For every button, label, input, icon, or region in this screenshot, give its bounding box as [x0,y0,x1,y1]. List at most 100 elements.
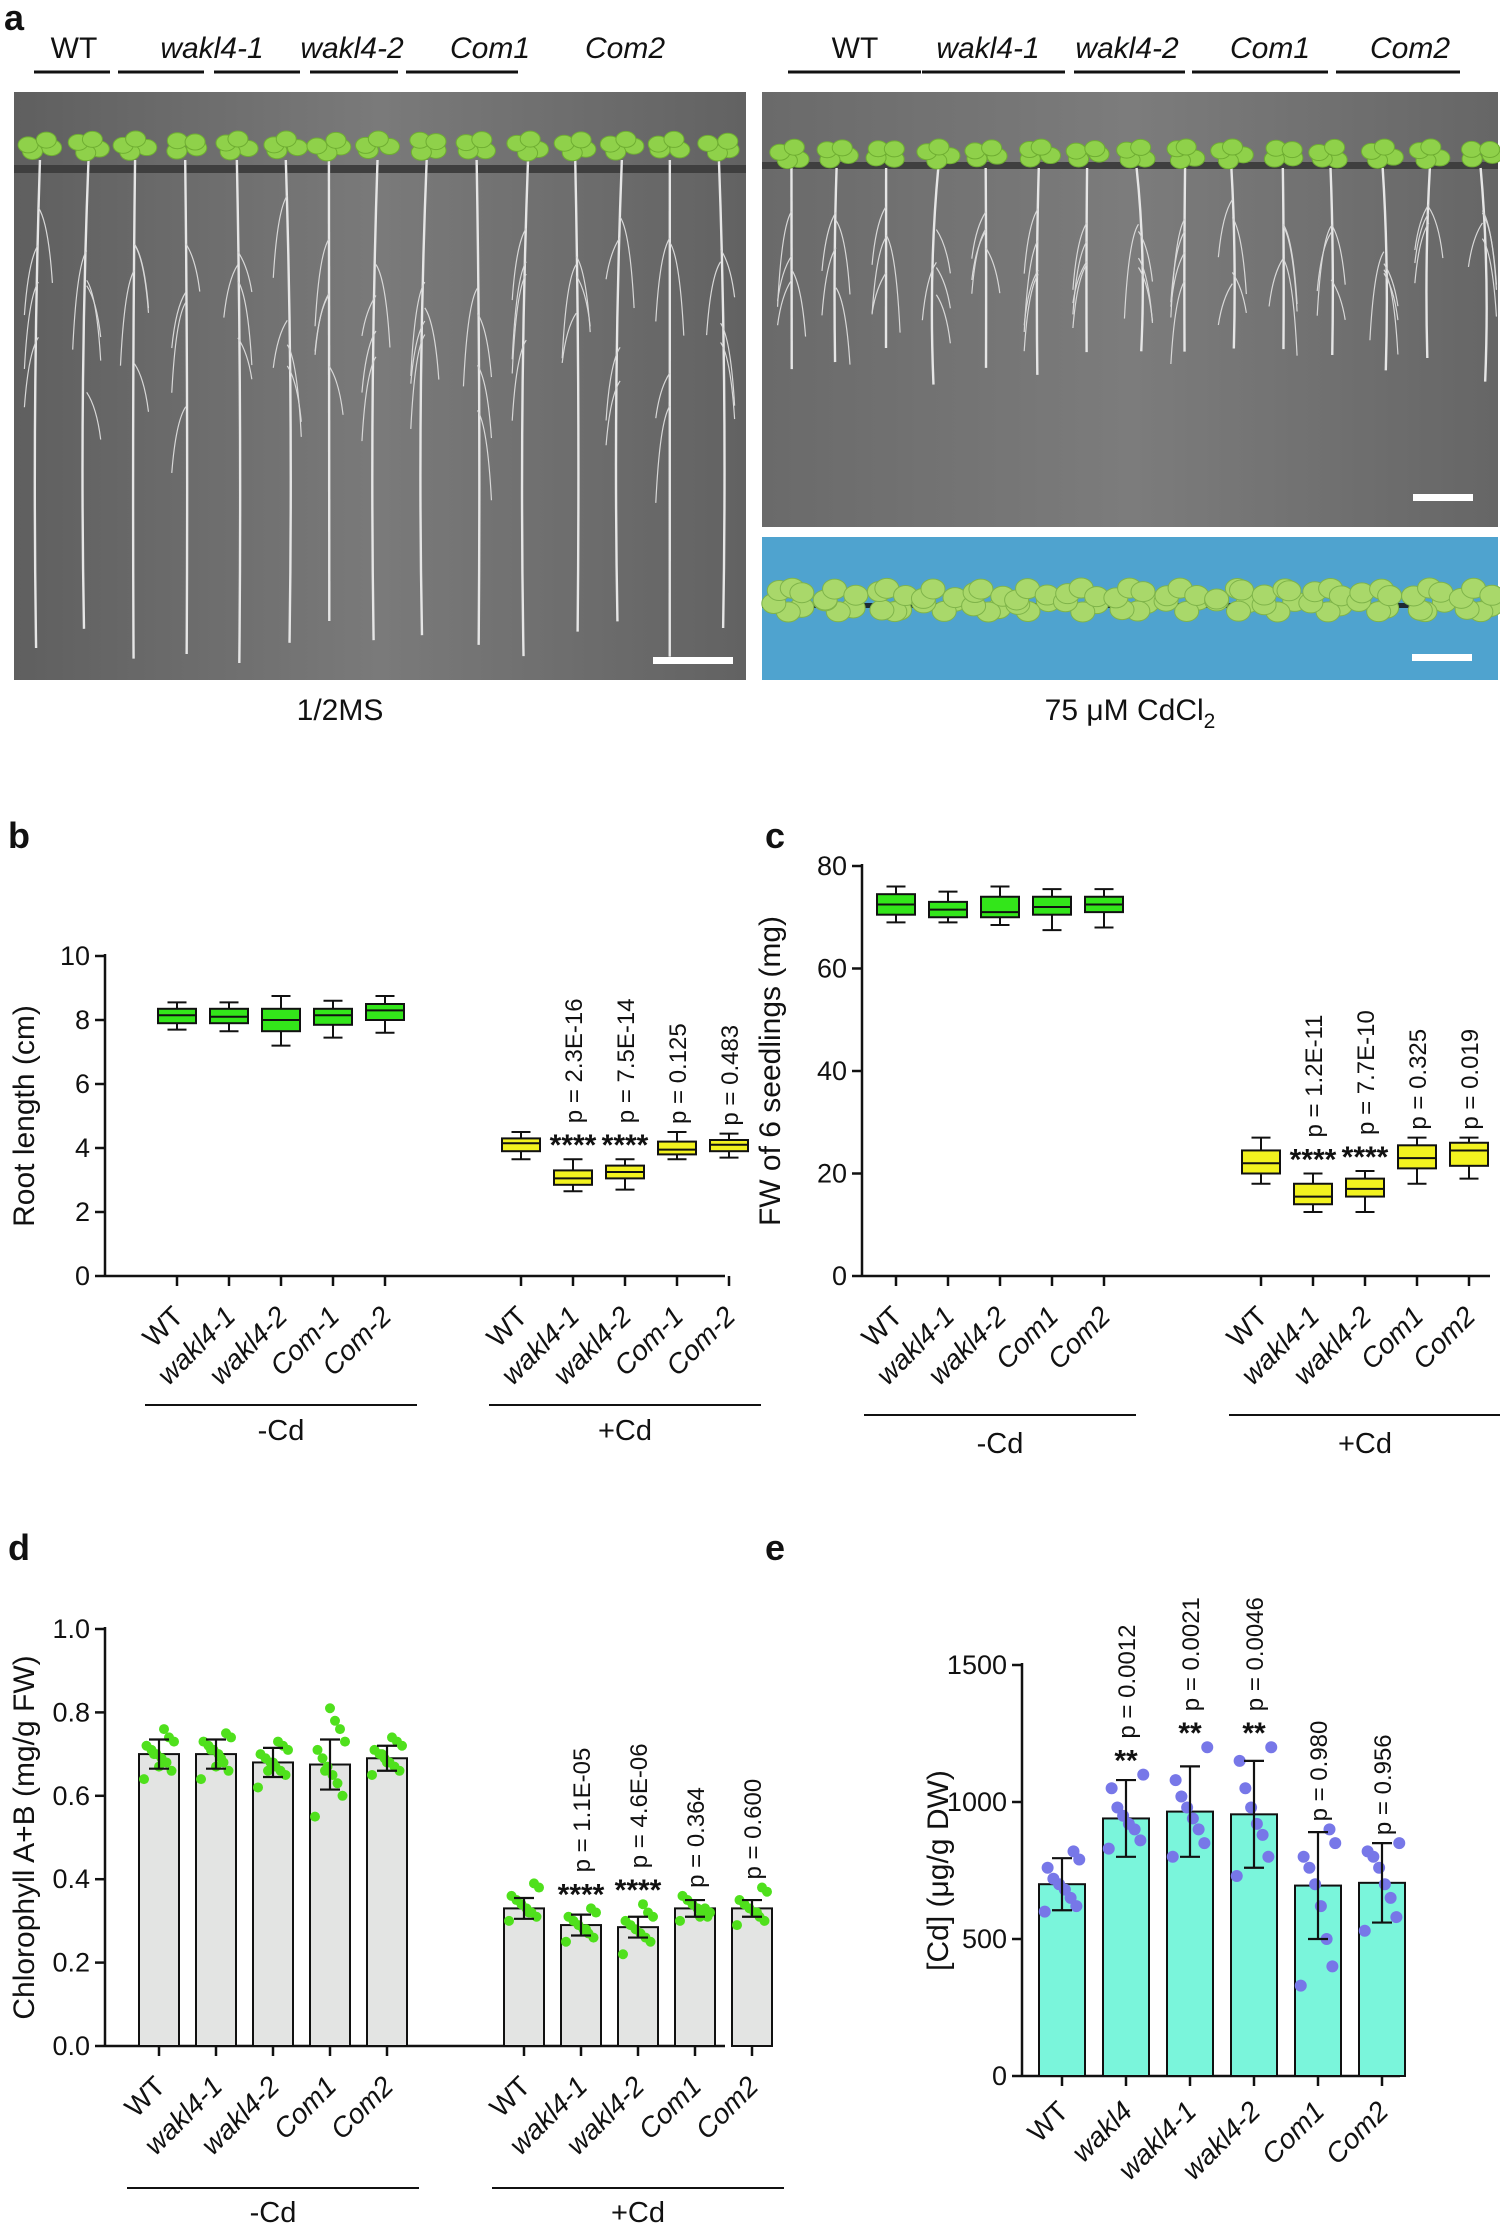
lateral-root [133,363,150,412]
root [833,167,838,363]
lateral-root [835,219,851,295]
significance-stars: **** [558,1878,605,1911]
genotype-label: Com2 [585,32,665,65]
leaf [1366,601,1392,623]
lateral-root [86,392,102,440]
lateral-root [511,228,527,301]
data-point [320,1765,330,1776]
data-point [1393,1837,1406,1850]
data-point [618,1949,628,1960]
lateral-root [561,312,577,364]
data-point [221,1728,231,1739]
p-value-label: p = 0.0046 [1242,1597,1269,1711]
bar [252,1761,294,2047]
lateral-root [1383,263,1399,307]
leaf [831,139,853,157]
group-label: +Cd [598,1415,652,1447]
lateral-root [237,337,253,380]
y-tick-label: 80 [817,851,847,881]
p-value-label: p = 7.5E-14 [613,998,640,1123]
lateral-root [286,344,302,437]
box [1032,895,1072,916]
lateral-root [706,261,722,336]
data-point [1105,1782,1118,1795]
lateral-root [1383,272,1399,321]
root [1479,167,1488,382]
root [419,159,428,636]
lateral-root [171,302,187,393]
data-point [387,1732,397,1743]
data-point [1201,1741,1214,1754]
leaf [275,130,297,148]
leaf [1030,138,1052,156]
lateral-root [476,410,493,501]
data-point [1111,1801,1124,1814]
data-point [1373,1861,1386,1874]
genotype-label: wakl4-2 [1075,32,1179,65]
lateral-root [1330,279,1346,320]
y-tick-label: 20 [817,1159,847,1189]
data-point [1038,1905,1051,1918]
lateral-root [361,295,377,337]
p-value-label: p = 0.325 [1405,1029,1432,1130]
lateral-root [72,250,88,350]
data-point [1166,1850,1179,1863]
leaf [1204,588,1230,610]
lateral-root [720,249,736,298]
category-label: Com2 [324,2070,399,2145]
data-point [141,1740,152,1751]
lateral-root [410,281,426,377]
lateral-root [23,337,39,408]
lateral-root [1467,222,1483,268]
lateral-root [561,264,577,359]
box [1397,1144,1437,1170]
data-point [1297,1850,1310,1863]
data-point [506,1890,517,1901]
group-label: -Cd [977,1428,1024,1460]
category-label: Com1 [1255,2095,1330,2170]
leaf [968,578,994,600]
lateral-root [935,294,951,344]
data-point [325,1703,335,1714]
p-value-label: p = 0.956 [1370,1734,1397,1835]
y-tick-label: 6 [75,1069,90,1099]
control-caption: 1/2MS [297,694,384,727]
lateral-root [1072,241,1088,315]
data-point [263,1765,273,1776]
leaf [570,131,592,149]
y-tick-label: 10 [60,941,90,971]
bar [309,1763,351,2048]
box [657,1140,697,1156]
lateral-root [1023,273,1039,352]
y-tick-label: 4 [75,1133,90,1163]
lateral-root [871,236,887,315]
genotype-label: wakl4-1 [160,32,263,65]
y-tick-label: 500 [962,1924,1007,1954]
data-point [1169,1774,1182,1787]
leaf [325,131,347,149]
genotype-label: Com2 [1370,32,1450,65]
root [131,159,137,659]
category-label: Com2 [1319,2095,1394,2170]
data-point [643,1907,653,1918]
y-tick-label: 1000 [947,1787,1007,1817]
data-point [1294,1979,1307,1992]
root [475,159,481,645]
lateral-root [605,380,621,446]
lateral-root [1170,280,1186,365]
data-point [1102,1842,1115,1855]
y-tick-label: 60 [817,954,847,984]
y-axis-label: FW of 6 seedlings (mg) [754,916,787,1226]
lateral-root [605,237,621,280]
p-value-label: p = 0.019 [1457,1029,1484,1130]
lateral-root [776,279,793,326]
data-point [1329,1837,1342,1850]
data-point [253,1782,263,1793]
cd-caption: 75 μM CdCl2 [1045,694,1216,733]
leaf [663,130,685,148]
lateral-root [1282,225,1298,312]
lateral-root [1231,217,1247,295]
lateral-root [971,228,987,294]
lateral-root [1369,251,1385,341]
data-point [1265,1741,1278,1754]
